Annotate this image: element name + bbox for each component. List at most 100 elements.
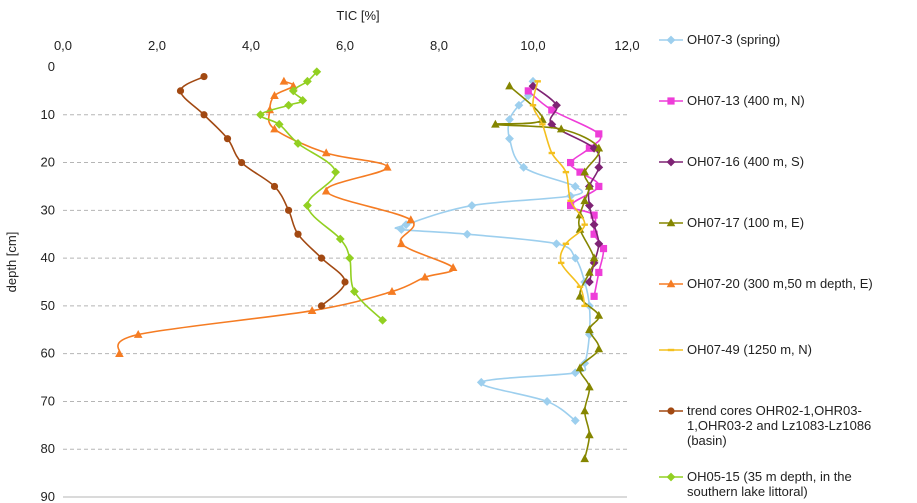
- legend-label-6-0: trend cores OHR02-1,OHR03-: [687, 403, 862, 418]
- series-4: [115, 76, 458, 357]
- data-point-3-15: [594, 344, 604, 353]
- x-tick-12-0: 12,0: [614, 38, 639, 53]
- data-point-0-8: [467, 201, 477, 210]
- data-point-0-6: [570, 182, 580, 191]
- x-tick-6-0: 6,0: [336, 38, 354, 53]
- data-point-1-10: [599, 244, 608, 253]
- data-point-5-9: [576, 285, 584, 288]
- data-point-7-11: [345, 253, 355, 263]
- data-point-2-6: [585, 201, 594, 210]
- series-1: [524, 87, 608, 300]
- legend-label-7-1: southern lake littoral): [687, 484, 808, 499]
- data-point-3-13: [594, 310, 604, 319]
- data-point-1-12: [590, 292, 598, 300]
- data-point-3-6: [585, 181, 594, 190]
- legend-label-4: OH07-20 (300 m,50 m depth, E): [687, 276, 873, 291]
- y-tick-40: 40: [41, 250, 55, 265]
- data-point-1-8: [590, 211, 598, 219]
- data-point-0-19: [476, 377, 486, 387]
- series-line-4: [117, 80, 455, 355]
- data-point-6-6: [285, 206, 293, 214]
- y-axis-ticks: 0 10 20 30 40 50 60 70 80 90: [41, 59, 55, 503]
- y-tick-50: 50: [41, 298, 55, 313]
- data-point-2-10: [585, 277, 594, 287]
- data-point-5-10: [581, 304, 588, 308]
- y-tick-0: 0: [48, 59, 55, 74]
- legend-label-3: OH07-17 (100 m, E): [687, 215, 804, 230]
- data-point-4-0: [279, 76, 289, 85]
- legend-swatch-marker-2: [666, 157, 676, 167]
- legend-label-6-2: (basin): [687, 433, 727, 448]
- data-point-4-10: [448, 263, 458, 271]
- y-tick-90: 90: [41, 489, 55, 503]
- data-point-4-1: [289, 81, 298, 90]
- data-point-3-7: [580, 196, 589, 205]
- data-point-4-2: [270, 91, 279, 99]
- data-point-6-9: [341, 278, 349, 286]
- data-point-7-7: [293, 139, 303, 148]
- data-point-2-7: [589, 220, 599, 230]
- data-point-7-2: [288, 86, 298, 96]
- x-tick-4-0: 4,0: [242, 38, 260, 53]
- y-tick-60: 60: [41, 346, 55, 361]
- data-point-1-7: [567, 201, 575, 210]
- grid-lines: [63, 114, 627, 498]
- legend-item-0: OH07-3 (spring): [659, 32, 780, 47]
- data-point-0-13: [570, 253, 580, 263]
- data-point-4-11: [420, 272, 430, 281]
- series-6: [176, 72, 349, 310]
- series-line-0: [394, 81, 591, 422]
- y-axis-title: depth [cm]: [4, 232, 19, 293]
- data-point-7-1: [303, 76, 312, 86]
- legend: OH07-3 (spring) OH07-13 (400 m, N) OH07-16…: [659, 32, 873, 499]
- data-point-6-0: [200, 72, 208, 81]
- series-line-7: [259, 71, 384, 321]
- data-point-7-10: [335, 234, 345, 244]
- data-point-6-8: [317, 254, 326, 262]
- data-point-4-7: [321, 186, 331, 195]
- legend-item-4: OH07-20 (300 m,50 m depth, E): [659, 276, 873, 291]
- data-point-6-3: [223, 135, 232, 143]
- data-point-0-4: [505, 134, 514, 144]
- data-point-3-2: [491, 119, 500, 128]
- data-point-7-12: [350, 287, 359, 296]
- data-point-7-3: [298, 96, 308, 105]
- data-point-5-3: [548, 151, 555, 155]
- data-point-7-13: [378, 315, 387, 325]
- data-point-7-5: [256, 110, 265, 120]
- data-point-1-9: [590, 230, 598, 238]
- data-point-4-14: [133, 329, 143, 338]
- data-point-3-19: [585, 430, 594, 439]
- data-point-2-4: [594, 162, 604, 172]
- legend-label-2: OH07-16 (400 m, S): [687, 154, 804, 169]
- data-point-7-6: [274, 119, 284, 129]
- legend-swatch-marker-1: [667, 97, 675, 105]
- data-point-6-7: [294, 230, 302, 238]
- legend-item-6: trend cores OHR02-1,OHR03-1,OHR03-2 and …: [659, 403, 871, 448]
- data-point-3-12: [575, 291, 585, 300]
- data-point-1-11: [595, 268, 603, 277]
- legend-swatch-marker-5: [667, 348, 675, 352]
- legend-swatch-marker-3: [666, 218, 676, 227]
- data-point-0-3: [505, 115, 514, 124]
- x-tick-2-0: 2,0: [148, 38, 166, 53]
- legend-swatch-marker-0: [666, 35, 676, 45]
- data-point-0-0: [528, 76, 538, 86]
- data-point-0-12: [552, 239, 561, 249]
- data-point-5-0: [534, 80, 541, 83]
- y-tick-30: 30: [41, 202, 55, 217]
- data-point-3-9: [575, 224, 585, 233]
- data-point-2-8: [594, 239, 604, 249]
- data-point-0-11: [462, 229, 472, 239]
- data-point-0-2: [514, 100, 524, 110]
- data-point-3-14: [585, 325, 594, 334]
- legend-swatch-marker-4: [666, 279, 676, 288]
- series-line-6: [179, 75, 346, 307]
- data-point-4-6: [383, 162, 392, 171]
- data-point-6-5: [270, 182, 279, 191]
- data-point-5-6: [581, 223, 588, 226]
- legend-item-1: OH07-13 (400 m, N): [659, 93, 805, 108]
- data-point-4-15: [115, 349, 124, 357]
- data-point-3-16: [575, 363, 585, 372]
